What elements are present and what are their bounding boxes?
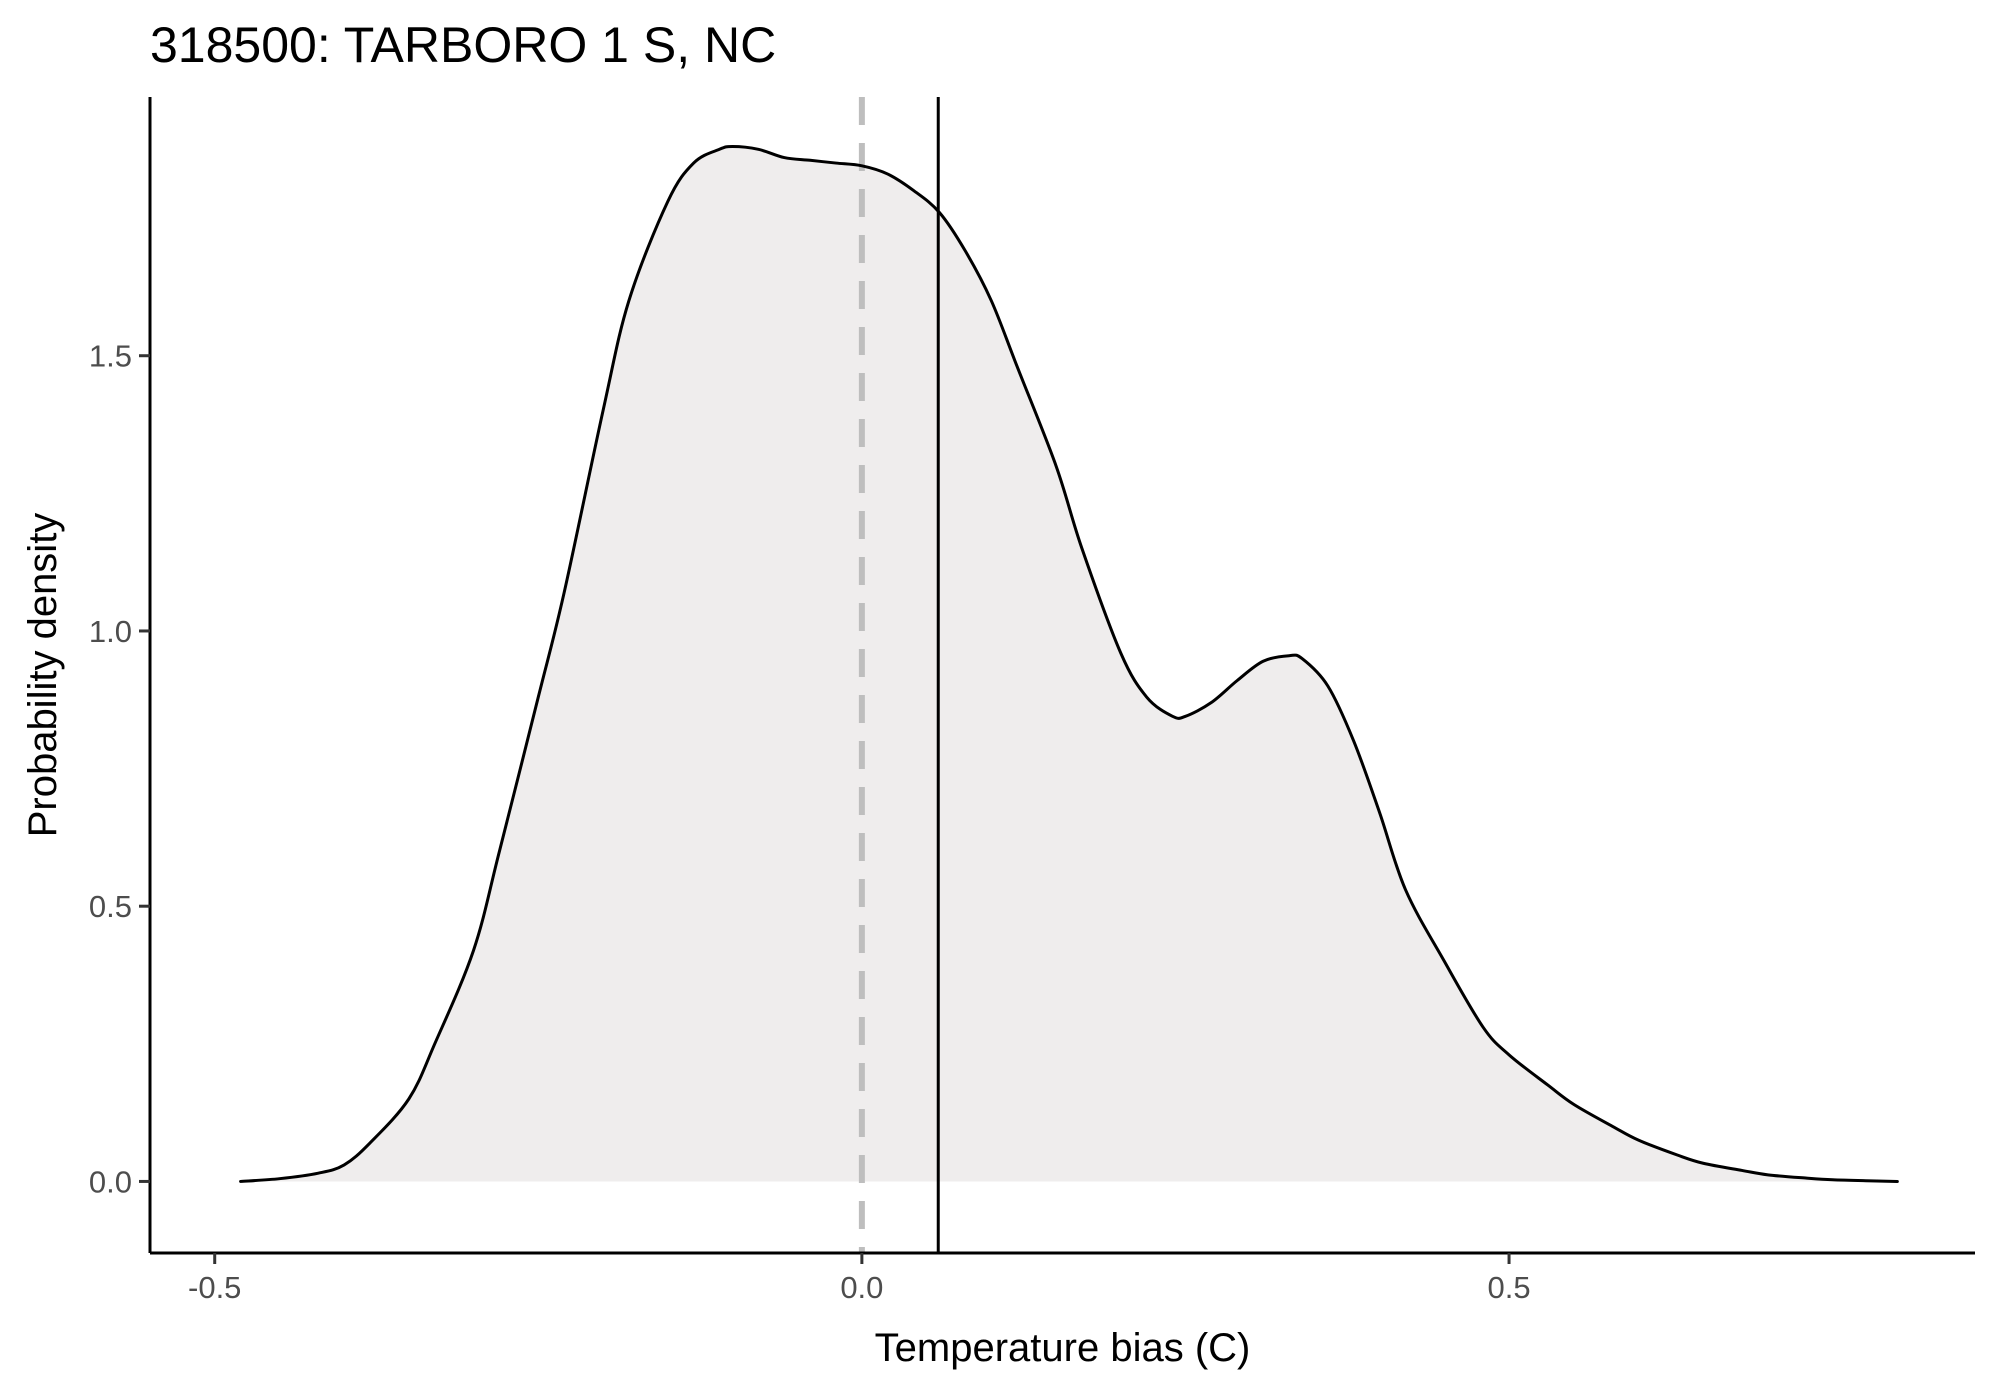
- y-axis-title: Probability density: [21, 513, 65, 838]
- density-curve: [239, 145, 1899, 1183]
- y-tick-label: 0.5: [89, 889, 132, 924]
- axis-ticks: -0.5 0.0 0.5 0.0 0.5 1.0 1.5: [89, 339, 1531, 1305]
- y-tick-label: 1.5: [89, 339, 132, 374]
- chart-title: 318500: TARBORO 1 S, NC: [150, 17, 776, 73]
- x-tick-label: -0.5: [188, 1270, 241, 1305]
- y-tick-label: 1.0: [89, 614, 132, 649]
- y-tick-label: 0.0: [89, 1164, 132, 1199]
- density-fill: [240, 146, 1898, 1182]
- plot-area: [239, 97, 1899, 1253]
- x-tick-label: 0.5: [1487, 1270, 1530, 1305]
- x-axis-title: Temperature bias (C): [875, 1326, 1251, 1370]
- x-tick-label: 0.0: [840, 1270, 883, 1305]
